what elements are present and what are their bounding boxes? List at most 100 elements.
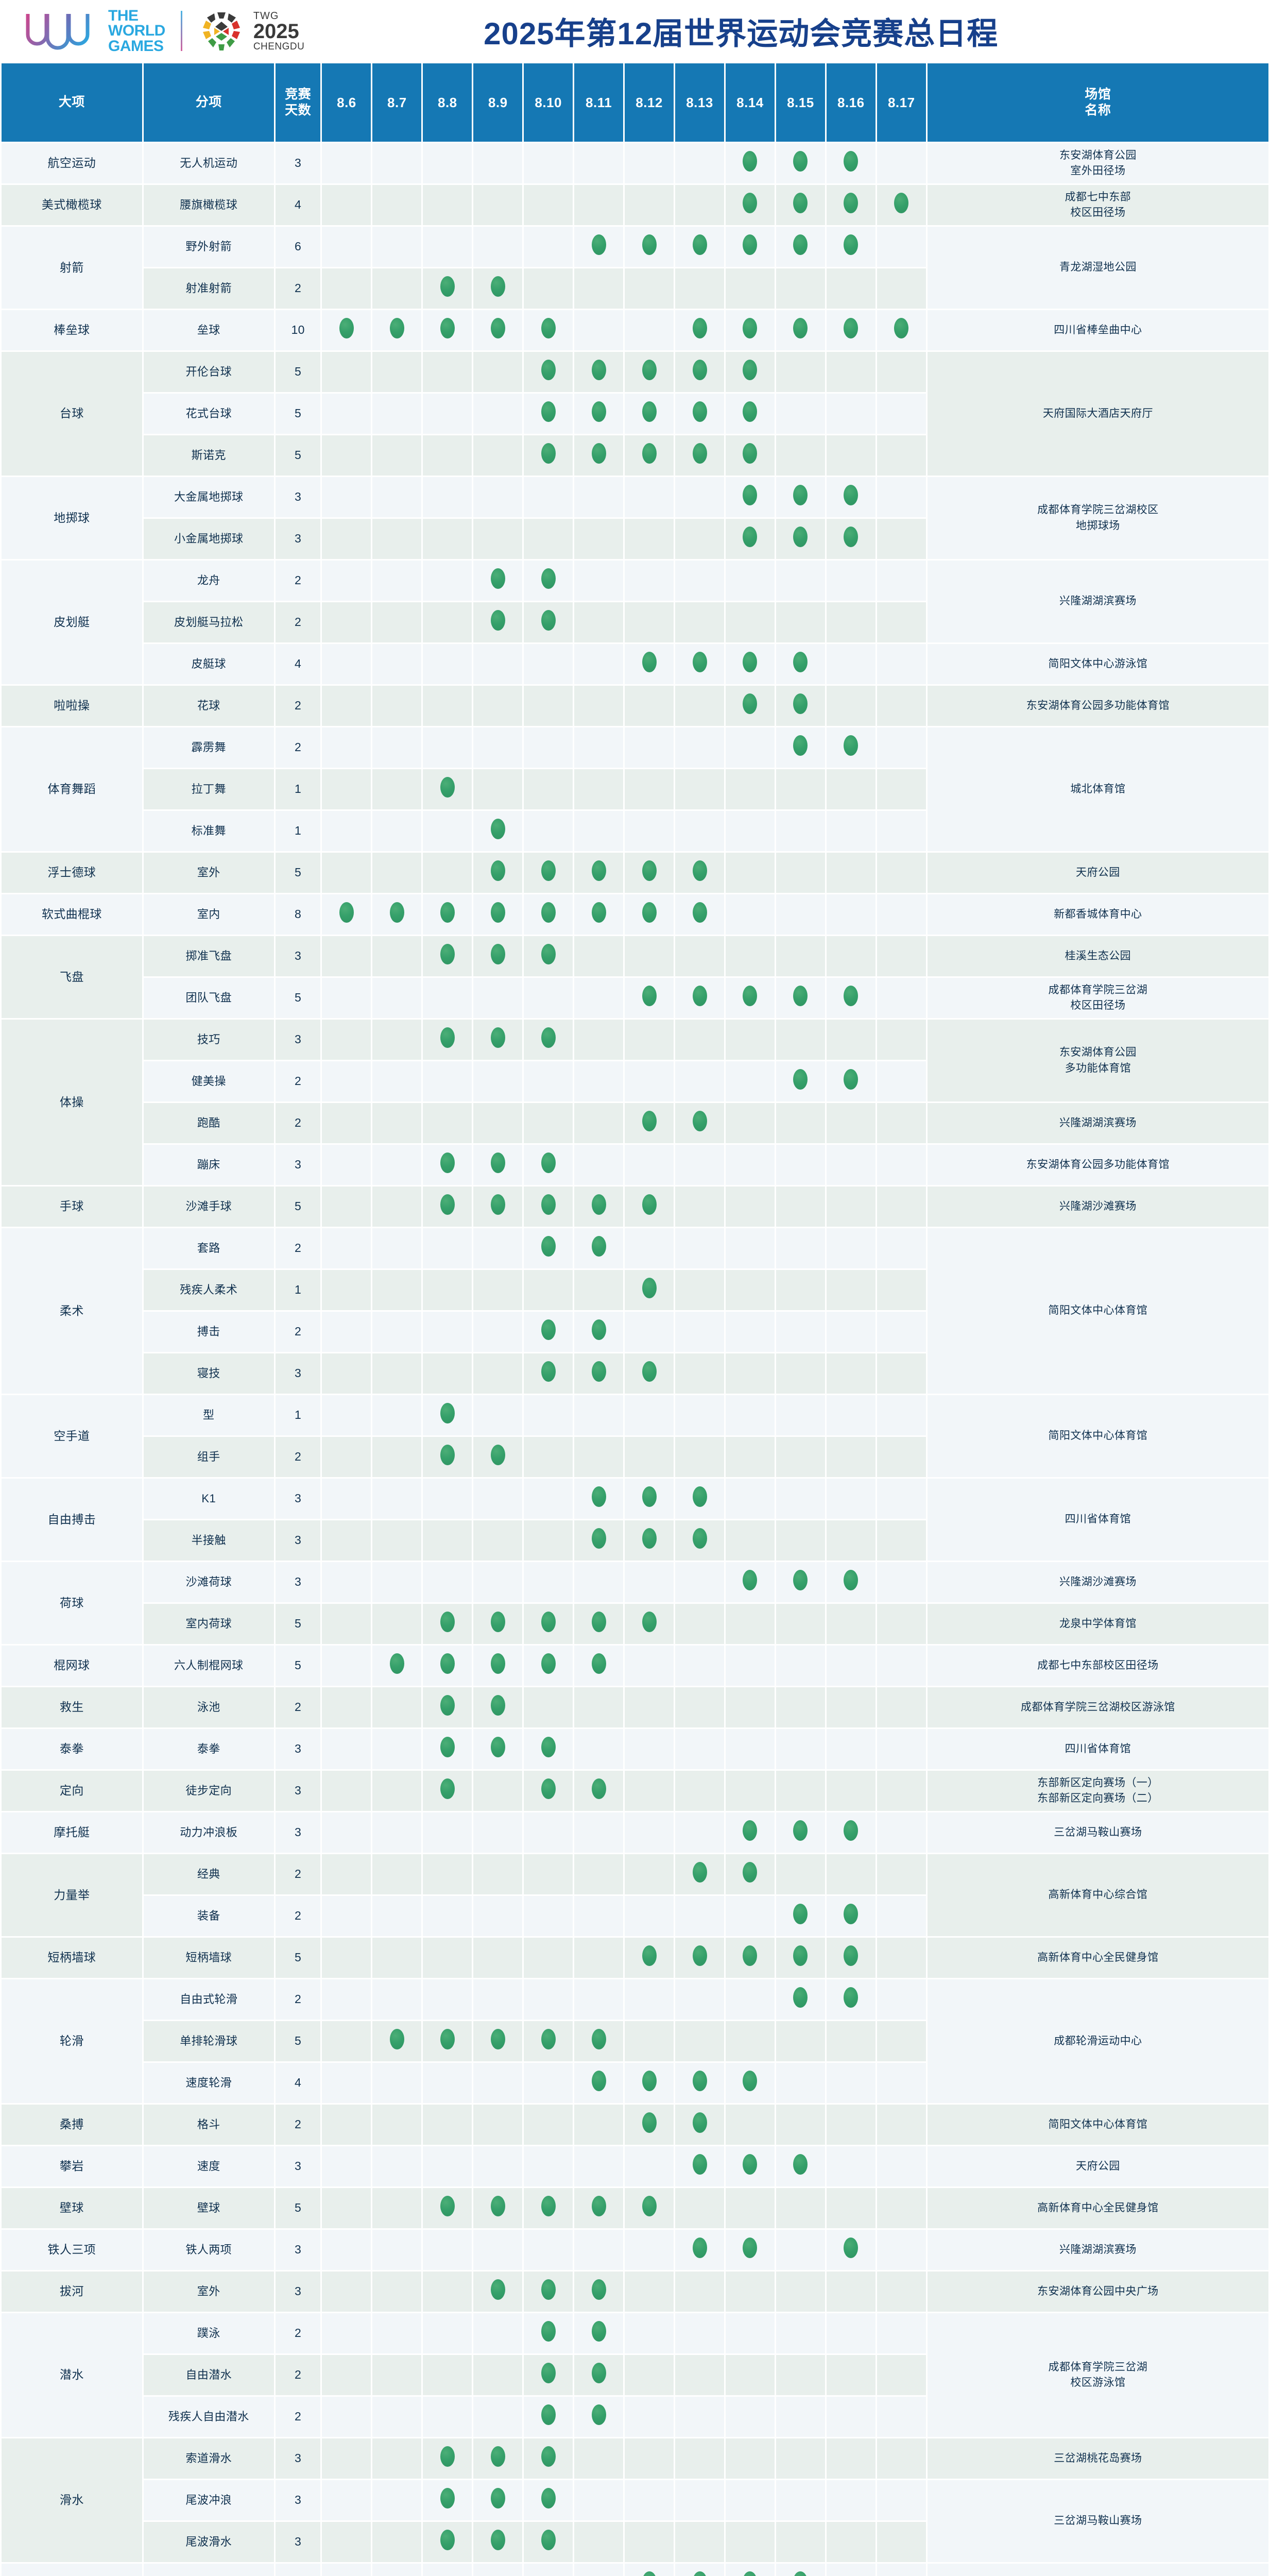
cell-venue-name-line: 三岔湖马鞍山赛场 xyxy=(1054,1826,1142,1838)
cell-date-8-13 xyxy=(675,2564,724,2576)
cell-date-8-17 xyxy=(877,769,926,809)
cell-sub-discipline: 短柄墙球 xyxy=(143,1938,274,1978)
cell-competition-days: 5 xyxy=(275,394,321,434)
cell-date-8-14 xyxy=(725,227,775,267)
cell-date-8-6 xyxy=(322,1103,371,1143)
cell-date-8-14 xyxy=(725,1896,775,1936)
cell-major-sport: 皮划艇 xyxy=(2,561,142,684)
cell-date-8-6 xyxy=(322,1187,371,1227)
cell-date-8-9 xyxy=(473,268,523,309)
cell-date-8-7 xyxy=(372,2522,422,2562)
cell-date-8-9 xyxy=(473,2438,523,2479)
cell-date-8-15 xyxy=(776,2063,825,2103)
competition-day-dot-icon xyxy=(440,2446,455,2467)
cell-date-8-17 xyxy=(877,1896,926,1936)
cell-date-8-12 xyxy=(625,2313,674,2353)
cell-date-8-15 xyxy=(776,686,825,726)
cell-venue-name: 四川省棒垒曲中心 xyxy=(927,310,1268,350)
cell-date-8-16 xyxy=(826,811,876,851)
cell-sub-discipline-line: 动力冲浪板 xyxy=(180,1826,238,1839)
cell-date-8-17 xyxy=(877,185,926,225)
cell-date-8-17 xyxy=(877,1562,926,1602)
cell-date-8-14 xyxy=(725,1187,775,1227)
cell-date-8-7 xyxy=(372,1187,422,1227)
competition-day-dot-icon xyxy=(440,2196,455,2217)
cell-date-8-13 xyxy=(675,811,724,851)
competition-day-dot-icon xyxy=(541,443,556,464)
cell-date-8-11 xyxy=(574,727,624,768)
cell-venue-name: 龙泉中学体育馆 xyxy=(927,1604,1268,1644)
cell-date-8-15 xyxy=(776,2230,825,2270)
table-row: 半接触 3 xyxy=(2,1520,1268,1561)
cell-date-8-6 xyxy=(322,561,371,601)
cell-date-8-8 xyxy=(423,1687,472,1727)
cell-sub-discipline-line: 搏击 xyxy=(197,1325,220,1338)
competition-day-dot-icon xyxy=(793,735,808,756)
competition-day-dot-icon xyxy=(793,693,808,715)
cell-sub-discipline-line: 花球 xyxy=(197,699,220,713)
competition-day-dot-icon xyxy=(743,1570,758,1591)
competition-day-dot-icon xyxy=(389,902,404,923)
cell-date-8-14 xyxy=(725,853,775,893)
cell-competition-days-line: 2 xyxy=(295,1074,302,1088)
table-row: 尾波滑水 3 xyxy=(2,2522,1268,2562)
cell-date-8-11 xyxy=(574,2564,624,2576)
cell-date-8-12 xyxy=(625,143,674,183)
competition-day-dot-icon xyxy=(541,360,556,381)
cell-competition-days-line: 5 xyxy=(295,2201,302,2215)
competition-day-dot-icon xyxy=(743,1820,758,1841)
cell-date-8-6 xyxy=(322,936,371,976)
cell-major-sport-line: 航空运动 xyxy=(47,156,96,170)
table-row: 蹦床 3 东安湖体育公园多功能体育馆 xyxy=(2,1145,1268,1185)
cell-major-sport: 摩托艇 xyxy=(2,1812,142,1853)
competition-day-dot-icon xyxy=(541,2321,556,2342)
cell-venue-name-line: 成都体育学院三岔湖 xyxy=(1048,984,1148,996)
cell-date-8-14 xyxy=(725,1270,775,1310)
cell-date-8-14 xyxy=(725,2522,775,2562)
cell-competition-days: 2 xyxy=(275,1312,321,1352)
cell-date-8-7 xyxy=(372,1353,422,1394)
cell-competition-days: 6 xyxy=(275,227,321,267)
cell-date-8-16 xyxy=(826,1562,876,1602)
cell-date-8-17 xyxy=(877,686,926,726)
table-row: 组手 2 xyxy=(2,1437,1268,1477)
cell-date-8-15 xyxy=(776,1187,825,1227)
cell-date-8-11 xyxy=(574,1437,624,1477)
cell-competition-days-line: 5 xyxy=(295,1951,302,1964)
cell-sub-discipline: 腰旗橄榄球 xyxy=(143,185,274,225)
cell-date-8-7 xyxy=(372,1979,422,2020)
cell-venue-name-line: 兴隆湖湖滨赛场 xyxy=(1059,1116,1137,1129)
cell-competition-days-line: 5 xyxy=(295,1617,302,1631)
cell-major-sport: 地掷球 xyxy=(2,477,142,559)
cell-sub-discipline-line: 室外 xyxy=(197,866,220,879)
cell-date-8-12 xyxy=(625,978,674,1018)
competition-day-dot-icon xyxy=(642,2571,657,2576)
competition-day-dot-icon xyxy=(844,485,859,506)
competition-day-dot-icon xyxy=(591,2029,606,2050)
cell-sub-discipline: 皮划艇马拉松 xyxy=(143,602,274,642)
cell-date-8-17 xyxy=(877,1479,926,1519)
cell-date-8-6 xyxy=(322,1353,371,1394)
cell-date-8-17 xyxy=(877,853,926,893)
cell-date-8-14 xyxy=(725,2480,775,2520)
cell-date-8-13 xyxy=(675,2063,724,2103)
cell-date-8-12 xyxy=(625,310,674,350)
cell-date-8-12 xyxy=(625,2522,674,2562)
cell-competition-days: 2 xyxy=(275,1854,321,1894)
cell-sub-discipline: 铁人两项 xyxy=(143,2230,274,2270)
cell-date-8-12 xyxy=(625,1270,674,1310)
cell-competition-days-line: 3 xyxy=(295,1366,302,1380)
cell-major-sport-line: 桑搏 xyxy=(59,2117,84,2131)
competition-day-dot-icon xyxy=(743,401,758,422)
cell-sub-discipline: 单排轮滑球 xyxy=(143,2021,274,2061)
cell-date-8-8 xyxy=(423,1103,472,1143)
cell-date-8-8 xyxy=(423,1729,472,1769)
competition-day-dot-icon xyxy=(490,2446,505,2467)
cell-date-8-14 xyxy=(725,1729,775,1769)
cell-date-8-16 xyxy=(826,1145,876,1185)
cell-date-8-9 xyxy=(473,1228,523,1268)
cell-venue-name: 成都轮滑运动中心 xyxy=(927,1979,1268,2103)
cell-date-8-13 xyxy=(675,978,724,1018)
col-header-date-8-10: 8.10 xyxy=(524,63,573,142)
cell-date-8-9 xyxy=(473,1187,523,1227)
